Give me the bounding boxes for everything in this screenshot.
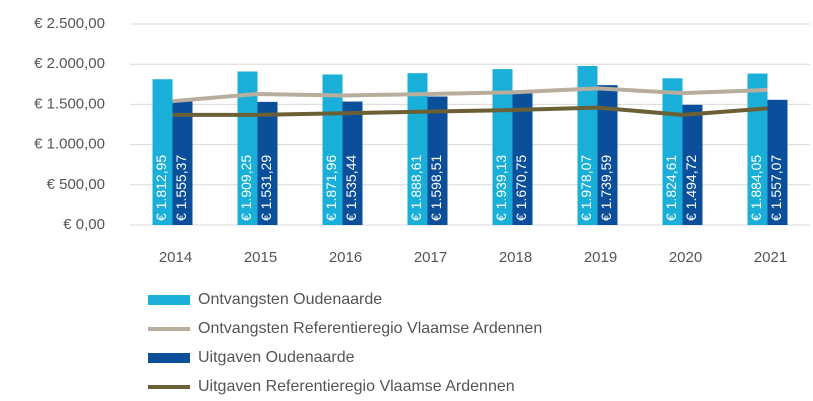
x-tick-label: 2017 — [414, 249, 447, 266]
legend-label: Uitgaven Referentieregio Vlaamse Ardenne… — [198, 378, 515, 395]
value-label: € 1.884,05 — [748, 155, 764, 221]
bar — [172, 99, 193, 225]
value-label: € 1.824,61 — [663, 155, 679, 221]
y-tick-label: € 0,00 — [63, 216, 105, 233]
y-tick-label: € 500,00 — [47, 176, 105, 193]
bar — [577, 65, 598, 226]
legend-swatch — [148, 295, 190, 305]
y-tick-label: € 1.500,00 — [34, 95, 105, 112]
line — [172, 105, 768, 117]
bar — [237, 71, 258, 225]
x-tick-label: 2016 — [329, 249, 362, 266]
y-tick-label: € 1.000,00 — [34, 136, 105, 153]
y-tick-label: € 2.000,00 — [34, 55, 105, 72]
value-label: € 1.812,95 — [153, 155, 169, 221]
bar — [767, 99, 788, 225]
y-tick-label: € 2.500,00 — [34, 15, 105, 32]
bar — [512, 90, 533, 226]
x-tick-label: 2021 — [754, 249, 787, 266]
bar — [152, 79, 173, 225]
legend-swatch — [148, 353, 190, 363]
bar — [682, 104, 703, 225]
value-label: € 1.978,07 — [578, 155, 594, 221]
value-label: € 1.939,13 — [493, 155, 509, 221]
x-tick-label: 2015 — [244, 249, 277, 266]
value-label: € 1.557,07 — [768, 155, 784, 221]
value-label: € 1.739,59 — [598, 155, 614, 221]
x-tick-label: 2019 — [584, 249, 617, 266]
value-label: € 1.871,96 — [323, 155, 339, 221]
bar — [342, 101, 363, 225]
legend-label: Ontvangsten Referentieregio Vlaamse Arde… — [198, 320, 542, 337]
value-label: € 1.555,37 — [173, 155, 189, 221]
x-tick-label: 2018 — [499, 249, 532, 266]
bar — [427, 96, 448, 225]
value-label: € 1.535,44 — [343, 155, 359, 221]
line — [172, 86, 768, 104]
bar — [492, 69, 513, 225]
value-label: € 1.888,61 — [408, 155, 424, 221]
legend-label: Uitgaven Oudenaarde — [198, 349, 355, 366]
value-label: € 1.494,72 — [683, 155, 699, 221]
value-label: € 1.670,75 — [513, 155, 529, 221]
bar — [597, 85, 618, 225]
bar — [257, 101, 278, 225]
value-label: € 1.531,29 — [258, 155, 274, 221]
value-label: € 1.909,25 — [238, 155, 254, 221]
x-tick-label: 2014 — [159, 249, 192, 266]
legend-label: Ontvangsten Oudenaarde — [198, 291, 382, 308]
x-tick-label: 2020 — [669, 249, 702, 266]
value-label: € 1.598,51 — [428, 155, 444, 221]
